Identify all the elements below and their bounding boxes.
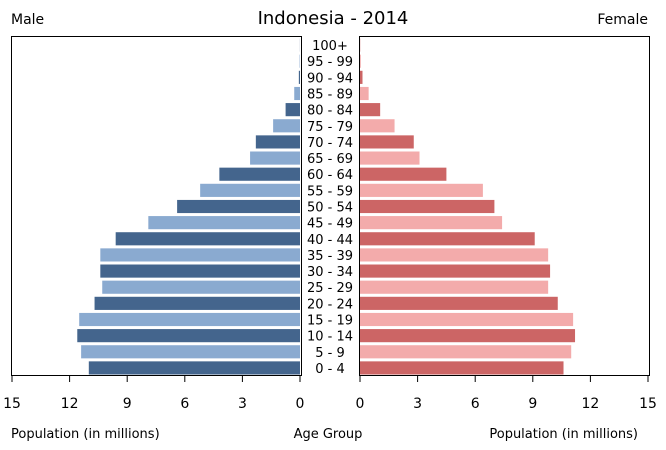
female-bar-75-79 (360, 119, 395, 133)
age-group-label: 25 - 29 (307, 281, 353, 296)
male-x-tick-label: 6 (180, 396, 189, 412)
male-bar-25-29 (102, 280, 301, 294)
male-x-tick-label: 0 (296, 396, 305, 412)
age-group-label: 10 - 14 (307, 330, 353, 345)
male-x-tick-label: 3 (238, 396, 247, 412)
age-group-label: 30 - 34 (307, 265, 353, 280)
female-bar-30-34 (360, 264, 551, 278)
male-bar-35-39 (100, 248, 300, 262)
female-bars (360, 38, 576, 375)
age-group-label: 85 - 89 (307, 88, 353, 103)
male-bar-20-24 (94, 296, 300, 310)
age-group-label: 5 - 9 (315, 346, 345, 361)
age-group-label: 40 - 44 (307, 233, 353, 248)
female-x-tick-label: 9 (528, 396, 537, 412)
female-bar-40-44 (360, 232, 535, 246)
female-bar-0-4 (360, 361, 564, 375)
age-group-label: 50 - 54 (307, 201, 353, 216)
female-bar-35-39 (360, 248, 549, 262)
age-group-label: 95 - 99 (307, 55, 353, 70)
male-bar-70-74 (255, 135, 300, 149)
male-bar-80-84 (285, 103, 300, 117)
age-group-label: 15 - 19 (307, 314, 353, 329)
age-group-label: 80 - 84 (307, 104, 353, 119)
age-group-label: 100+ (312, 39, 348, 54)
male-bar-60-64 (219, 167, 300, 181)
female-label: Female (597, 12, 648, 28)
female-bar-45-49 (360, 216, 503, 230)
male-bar-50-54 (177, 199, 300, 214)
male-bar-75-79 (273, 119, 300, 133)
female-bar-10-14 (360, 329, 576, 343)
female-axis-title: Population (in millions) (489, 427, 638, 442)
female-x-tick-label: 12 (581, 396, 599, 412)
age-group-label: 70 - 74 (307, 136, 353, 151)
age-group-label: 20 - 24 (307, 297, 353, 312)
male-bar-5-9 (81, 345, 301, 359)
age-group-label: 60 - 64 (307, 168, 353, 183)
age-group-label: 45 - 49 (307, 217, 353, 232)
female-bar-15-19 (360, 312, 574, 327)
male-label: Male (11, 12, 45, 28)
female-bar-50-54 (360, 199, 495, 214)
age-group-label: 0 - 4 (315, 362, 345, 377)
male-bar-10-14 (77, 329, 300, 343)
male-plot-frame (11, 36, 302, 376)
male-bar-30-34 (100, 264, 300, 278)
female-bar-90-94 (360, 70, 363, 84)
female-bar-20-24 (360, 296, 558, 310)
age-axis-title: Age Group (293, 427, 363, 442)
female-bar-65-69 (360, 151, 420, 165)
male-bar-0-4 (88, 361, 300, 375)
female-bar-55-59 (360, 183, 483, 197)
male-bar-40-44 (115, 232, 301, 246)
female-x-tick-label: 0 (356, 396, 365, 412)
chart-title: Indonesia - 2014 (257, 8, 409, 29)
male-x-axis: 15 12 9 6 3 0 (3, 376, 304, 412)
female-bar-5-9 (360, 345, 572, 359)
male-bars (77, 38, 301, 375)
female-x-tick-label: 3 (413, 396, 422, 412)
age-group-label: 90 - 94 (307, 71, 353, 86)
age-group-label: 35 - 39 (307, 249, 353, 264)
female-x-tick-label: 15 (639, 396, 657, 412)
male-x-tick-label: 15 (3, 396, 21, 412)
age-group-label: 65 - 69 (307, 152, 353, 167)
female-x-axis: 15 12 9 6 3 0 (356, 376, 657, 412)
male-bar-90-94 (298, 70, 300, 84)
female-bar-60-64 (360, 167, 447, 181)
male-bar-45-49 (148, 216, 300, 230)
female-bar-70-74 (360, 135, 414, 149)
age-group-label: 75 - 79 (307, 120, 353, 135)
female-x-tick-label: 6 (471, 396, 480, 412)
male-bar-85-89 (294, 86, 300, 101)
male-bar-15-19 (79, 312, 300, 327)
female-bar-80-84 (360, 103, 381, 117)
female-bar-95-99 (360, 54, 361, 68)
male-x-tick-label: 12 (61, 396, 79, 412)
female-plot-frame (359, 36, 650, 376)
female-bar-25-29 (360, 280, 549, 294)
male-bar-65-69 (250, 151, 300, 165)
female-bar-85-89 (360, 86, 369, 101)
male-bar-55-59 (200, 183, 300, 197)
age-group-label: 55 - 59 (307, 184, 353, 199)
male-axis-title: Population (in millions) (11, 427, 160, 442)
male-x-tick-label: 9 (123, 396, 132, 412)
